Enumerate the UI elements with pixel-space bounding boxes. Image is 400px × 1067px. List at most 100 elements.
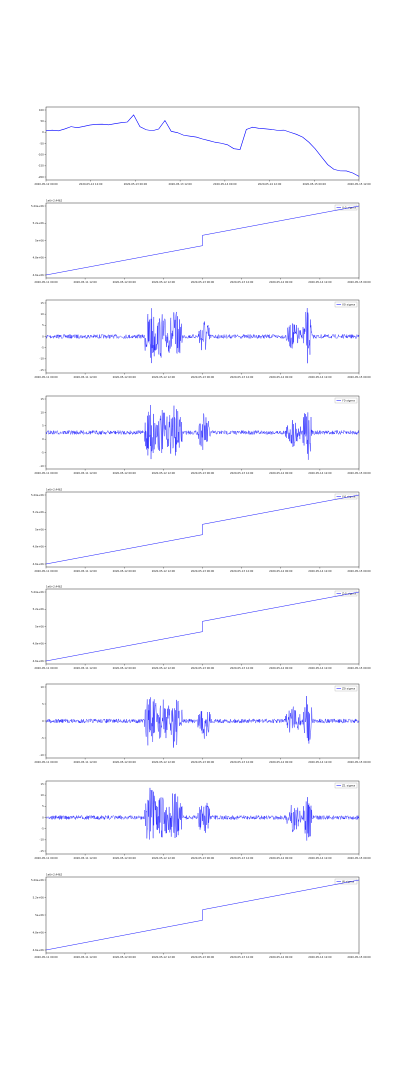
- x-tick-label: 2020-05-13 12:00: [230, 955, 254, 959]
- y-tick-label: 50: [40, 119, 44, 123]
- x-tick-label: 2020-05-12 12:00: [152, 569, 176, 573]
- x-tick-label: 2020-05-12 00:00: [113, 569, 137, 573]
- y-tick-label: 0: [42, 130, 44, 134]
- offset-text: 1e6+2.4462: [46, 199, 62, 203]
- y-tick-label: -5: [41, 451, 44, 455]
- y-tick-label: -5: [41, 346, 44, 350]
- chart-panel-4: 15 10 5 0 -5 -10 2020-05-11 00:00 2020-05-11 12…: [34, 395, 371, 475]
- x-tick-label: 2020-05-11 12:00: [73, 471, 97, 475]
- x-tick-label: 2020-05-14 12:00: [258, 182, 282, 186]
- x-tick-label: 2020-05-12 00:00: [113, 856, 137, 860]
- y-tick-label: 5e+06: [35, 913, 44, 917]
- x-tick-label: 2020-05-13 12:00: [168, 182, 192, 186]
- x-tick-label: 2020-05-11 00:00: [34, 666, 58, 670]
- offset-text: 1e6+2.4462: [46, 873, 62, 877]
- legend-label: W sigma: [342, 880, 354, 884]
- x-tick-label: 2020-05-13 00:00: [191, 569, 215, 573]
- x-tick-label: 2020-05-11 12:00: [73, 666, 97, 670]
- x-tick-label: 2020-05-12 12:00: [152, 375, 176, 379]
- y-tick-label: 5.44e+06: [31, 590, 44, 594]
- chart-panel-5: 5.44e+06 5.2e+06 5e+06 4.8e+06 4.6e+06 2020-0…: [31, 488, 371, 574]
- chart-panel-2: 5.44e+06 5.2e+06 5e+06 4.8e+06 4.6e+06 2020-0…: [31, 199, 371, 285]
- y-tick-label: 5e+06: [35, 527, 44, 531]
- x-tick-label: 2020-05-13 00:00: [191, 666, 215, 670]
- x-tick-label: 2020-05-13 12:00: [230, 666, 254, 670]
- y-tick-label: -50: [40, 141, 45, 145]
- x-tick-label: 2020-05-14 12:00: [308, 856, 332, 860]
- y-tick-label: 5e+06: [35, 238, 44, 242]
- x-tick-label: 2020-05-13 12:00: [230, 569, 254, 573]
- x-tick-label: 2020-05-12 12:00: [152, 856, 176, 860]
- x-tick-label: 2020-05-11 12:00: [73, 760, 97, 764]
- x-tick-label: 2020-05-12 00:00: [113, 471, 137, 475]
- x-tick-label: 2020-05-13 12:00: [230, 856, 254, 860]
- x-tick-label: 2020-05-11 00:00: [34, 569, 58, 573]
- x-tick-label: 2020-05-12 12:00: [152, 666, 176, 670]
- legend-label: X0 sigma: [342, 303, 355, 307]
- y-tick-label: 4.8e+06: [33, 545, 45, 549]
- x-tick-label: 2020-05-13 12:00: [230, 471, 254, 475]
- x-tick-label: 2020-05-15 00:00: [347, 280, 371, 284]
- x-tick-label: 2020-05-13 00:00: [191, 760, 215, 764]
- x-tick-label: 2020-05-13 12:00: [230, 760, 254, 764]
- x-tick-label: 2020-05-15 00:00: [347, 471, 371, 475]
- x-tick-label: 2020-05-12 12:00: [79, 182, 103, 186]
- x-tick-label: 2020-05-11 00:00: [34, 856, 58, 860]
- x-tick-label: 2020-05-11 00:00: [34, 280, 58, 284]
- y-tick-label: 15: [40, 301, 44, 305]
- y-tick-label: -15: [40, 849, 45, 853]
- chart-panel-3: 15 10 5 0 -5 -10 -15 2020-05-11 00:00 2020-05-11…: [34, 299, 371, 379]
- series-line: [45, 205, 360, 276]
- x-tick-label: 2020-05-12 12:00: [152, 471, 176, 475]
- x-tick-label: 2020-05-12 00:00: [113, 955, 137, 959]
- y-tick-label: 5: [42, 804, 44, 808]
- y-tick-label: 4.6e+06: [33, 948, 45, 952]
- x-tick-label: 2020-05-14 00:00: [269, 760, 293, 764]
- legend-label: Z0 sigma: [342, 687, 355, 691]
- y-tick-label: 15: [40, 782, 44, 786]
- x-tick-label: 2020-05-13 12:00: [230, 280, 254, 284]
- x-tick-label: 2020-05-14 00:00: [213, 182, 237, 186]
- x-tick-label: 2020-05-13 00:00: [124, 182, 148, 186]
- x-tick-label: 2020-05-13 00:00: [191, 471, 215, 475]
- y-tick-label: 4.8e+06: [33, 256, 45, 260]
- legend-box: [334, 685, 358, 692]
- series-line: [45, 591, 360, 662]
- x-tick-label: 2020-05-13 00:00: [191, 375, 215, 379]
- x-tick-label: 2020-05-11 12:00: [73, 856, 97, 860]
- y-tick-label: 4.6e+06: [33, 562, 45, 566]
- x-tick-label: 2020-05-11 00:00: [34, 955, 58, 959]
- x-tick-label: 2020-05-12 00:00: [113, 760, 137, 764]
- chart-panel-9: 5.44e+06 5.2e+06 5e+06 4.8e+06 4.6e+06 2020-0…: [31, 873, 371, 960]
- offset-text: 1e6+2.4462: [46, 488, 62, 492]
- y-tick-label: 5.2e+06: [33, 510, 45, 514]
- y-tick-label: 10: [40, 410, 44, 414]
- y-tick-label: -10: [40, 753, 45, 757]
- series-line: [45, 308, 360, 364]
- y-tick-label: 100: [39, 108, 44, 112]
- x-tick-label: 2020-05-11 00:00: [34, 760, 58, 764]
- series-line: [45, 696, 360, 748]
- y-tick-label: 10: [40, 312, 44, 316]
- legend-box: [334, 301, 358, 308]
- y-tick-label: -200: [38, 175, 44, 179]
- y-tick-label: 4.8e+06: [33, 642, 45, 646]
- x-tick-label: 2020-05-14 12:00: [308, 569, 332, 573]
- x-tick-label: 2020-05-11 12:00: [73, 955, 97, 959]
- y-tick-label: 0: [42, 719, 44, 723]
- x-tick-label: 2020-05-11 00:00: [34, 375, 58, 379]
- y-tick-label: 5e+06: [35, 624, 44, 628]
- x-tick-label: 2020-05-14 12:00: [308, 666, 332, 670]
- legend-label: Y-0 sigma: [342, 495, 356, 499]
- x-tick-label: 2020-05-15 00:00: [347, 760, 371, 764]
- x-tick-label: 2020-05-11 12:00: [73, 569, 97, 573]
- x-tick-label: 2020-05-14 00:00: [269, 471, 293, 475]
- y-tick-label: 5: [42, 702, 44, 706]
- x-tick-label: 2020-05-12 00:00: [113, 280, 137, 284]
- series-line: [45, 787, 360, 841]
- x-tick-label: 2020-05-15 00:00: [347, 856, 371, 860]
- x-tick-label: 2020-05-12 00:00: [113, 666, 137, 670]
- legend-box: [334, 493, 358, 500]
- y-tick-label: 15: [40, 397, 44, 401]
